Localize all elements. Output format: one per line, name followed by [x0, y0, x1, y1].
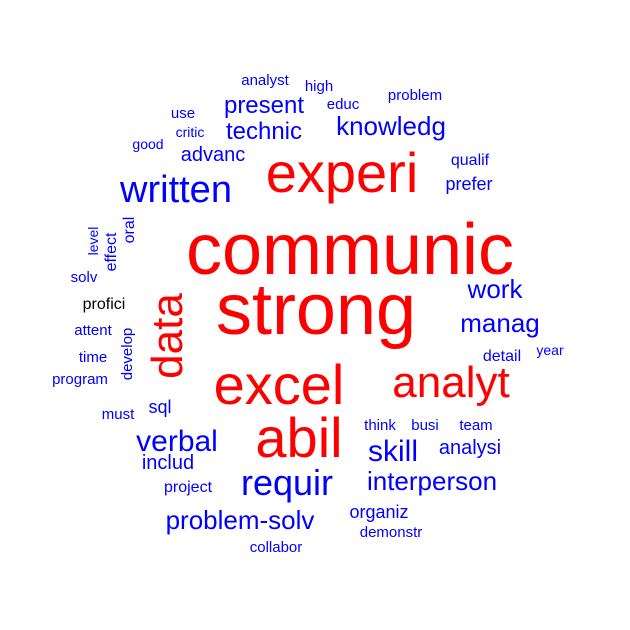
- word-profici: profici: [83, 296, 126, 313]
- word-develop: develop: [119, 328, 136, 381]
- word-use: use: [171, 105, 195, 122]
- word-analysi: analysi: [439, 437, 501, 459]
- word-advanc: advanc: [181, 144, 246, 166]
- word-high: high: [305, 78, 333, 95]
- word-communic: communic: [186, 210, 514, 290]
- word-present: present: [224, 92, 304, 119]
- word-verbal: verbal: [136, 425, 218, 458]
- word-abil: abil: [255, 406, 342, 469]
- word-requir: requir: [241, 462, 333, 503]
- word-interperson: interperson: [367, 466, 497, 496]
- word-critic: critic: [176, 124, 205, 140]
- word-demonstr: demonstr: [360, 524, 423, 541]
- word-must: must: [102, 406, 135, 423]
- word-good: good: [132, 136, 163, 152]
- word-analyst: analyst: [241, 72, 289, 89]
- word-technic: technic: [226, 118, 302, 145]
- word-project: project: [164, 479, 213, 496]
- word-program: program: [52, 371, 108, 388]
- word-oral: oral: [121, 217, 138, 244]
- word-attent: attent: [74, 322, 112, 339]
- word-level: level: [85, 227, 101, 256]
- word-strong: strong: [216, 270, 416, 350]
- word-sql: sql: [148, 397, 171, 417]
- word-analyt: analyt: [392, 358, 509, 407]
- word-qualif: qualif: [451, 152, 490, 169]
- word-problem-solv: problem-solv: [166, 505, 315, 535]
- word-knowledg: knowledg: [336, 111, 446, 141]
- word-skill: skill: [368, 435, 418, 468]
- word-prefer: prefer: [445, 174, 492, 194]
- word-time: time: [79, 349, 107, 366]
- word-manag: manag: [460, 308, 540, 338]
- word-work: work: [467, 274, 524, 304]
- word-collabor: collabor: [250, 539, 303, 556]
- word-solv: solv: [71, 269, 98, 286]
- word-think: think: [364, 417, 396, 434]
- word-data: data: [143, 293, 192, 379]
- word-educ: educ: [327, 96, 360, 113]
- word-problem: problem: [388, 87, 442, 104]
- word-detail: detail: [483, 348, 521, 365]
- word-organiz: organiz: [349, 502, 408, 522]
- word-written: written: [119, 169, 232, 211]
- word-year: year: [536, 342, 564, 358]
- word-experi: experi: [266, 141, 419, 204]
- word-team: team: [459, 417, 492, 434]
- word-includ: includ: [142, 452, 194, 474]
- word-excel: excel: [214, 353, 345, 416]
- word-busi: busi: [411, 417, 439, 434]
- word-effect: effect: [103, 232, 120, 271]
